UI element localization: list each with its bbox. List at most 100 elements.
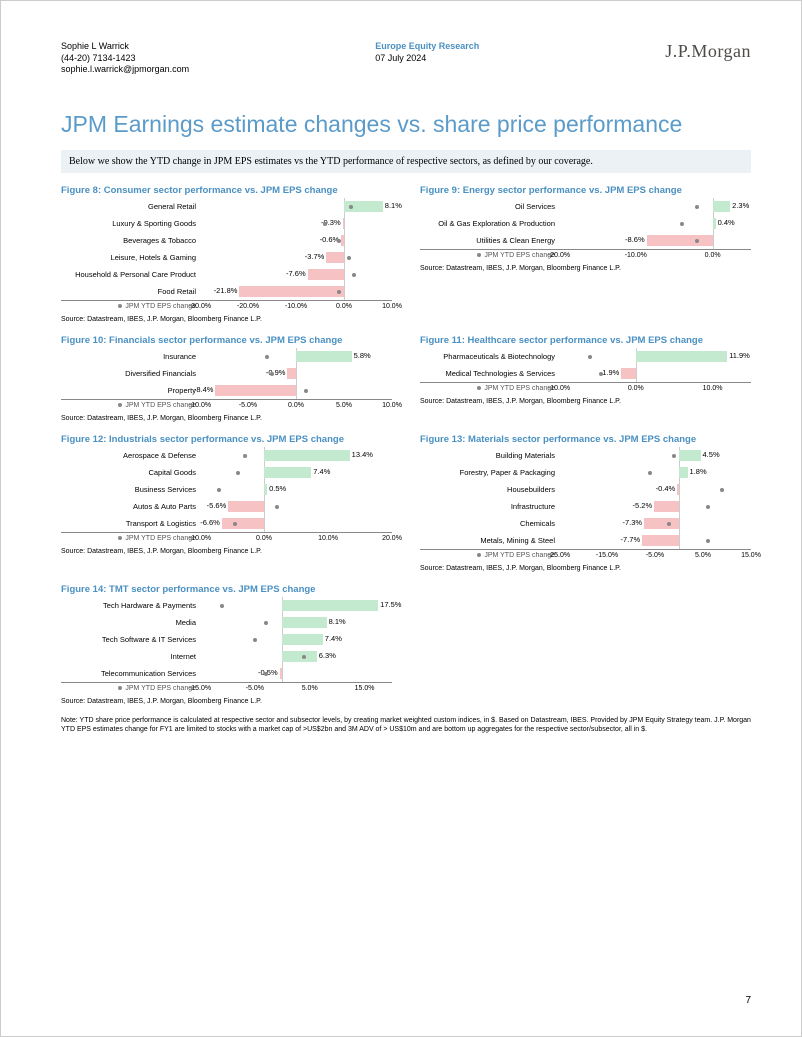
axis-tick: -15.0%	[596, 552, 618, 559]
bar	[308, 269, 344, 280]
eps-dot	[680, 222, 684, 226]
legend: JPM YTD EPS change	[61, 402, 200, 414]
chart-source: Source: Datastream, IBES, J.P. Morgan, B…	[420, 265, 751, 272]
axis-tick: 0.0%	[288, 402, 304, 409]
axis-tick: -10.0%	[625, 252, 647, 259]
eps-dot	[352, 273, 356, 277]
chart-fig13: Figure 13: Materials sector performance …	[420, 434, 751, 580]
bar-label: Capital Goods	[61, 468, 200, 477]
chart-fig9: Figure 9: Energy sector performance vs. …	[420, 185, 751, 331]
axis-row: JPM YTD EPS change-15.0%-5.0%5.0%15.0%	[61, 685, 392, 697]
bar-canvas: 1.8%	[559, 464, 751, 481]
legend: JPM YTD EPS change	[61, 685, 200, 697]
bar-label: Internet	[61, 652, 200, 661]
chart-area: Aerospace & Defense 13.4% Capital Goods 7.4…	[61, 447, 392, 533]
eps-dot	[588, 355, 592, 359]
bar	[343, 218, 344, 229]
eps-dot	[695, 205, 699, 209]
bar	[264, 450, 350, 461]
bar-canvas: 7.4%	[200, 631, 392, 648]
bar-label: Aerospace & Defense	[61, 451, 200, 460]
axis-tick: -20.0%	[548, 252, 570, 259]
eps-dot	[236, 471, 240, 475]
bar-value: -8.4%	[194, 385, 214, 394]
chart-title: Figure 11: Healthcare sector performance…	[420, 335, 751, 346]
bar-label: Housebuilders	[420, 485, 559, 494]
bar-value: 8.1%	[329, 617, 346, 626]
bar-canvas: 8.1%	[200, 198, 392, 215]
bar	[228, 501, 264, 512]
legend: JPM YTD EPS change	[61, 535, 200, 547]
axis-row: JPM YTD EPS change-25.0%-15.0%-5.0%5.0%1…	[420, 552, 751, 564]
logo: J.P.Morgan	[665, 41, 751, 76]
bar	[280, 668, 283, 679]
bar	[677, 484, 679, 495]
bar-row: Tech Software & IT Services7.4%	[61, 631, 392, 648]
header: Sophie L Warrick (44-20) 7134-1423 sophi…	[61, 41, 751, 76]
axis-tick: -15.0%	[189, 685, 211, 692]
eps-dot	[275, 505, 279, 509]
bar-label: Transport & Logistics	[61, 519, 200, 528]
bar-label: Metals, Mining & Steel	[420, 536, 559, 545]
bar-label: Tech Hardware & Payments	[61, 601, 200, 610]
bar-row: Leisure, Hotels & Gaming-3.7%	[61, 249, 392, 266]
chart-title: Figure 12: Industrials sector performanc…	[61, 434, 392, 445]
chart-fig11: Figure 11: Healthcare sector performance…	[420, 335, 751, 430]
bar-canvas: -0.9%	[200, 365, 392, 382]
bar-value: 13.4%	[352, 450, 373, 459]
axis-tick: 0.0%	[705, 252, 721, 259]
eps-dot	[233, 522, 237, 526]
bar-label: Insurance	[61, 352, 200, 361]
eps-dot	[599, 372, 603, 376]
bar-canvas: -0.5%	[200, 665, 392, 682]
bar-canvas: -0.3%	[200, 215, 392, 232]
bar	[264, 467, 311, 478]
eps-dot	[323, 222, 327, 226]
footnote: Note: YTD share price performance is cal…	[61, 717, 751, 735]
bar-canvas: -8.4%	[200, 382, 392, 399]
eps-dot	[337, 239, 341, 243]
chart-area: Oil Services2.3%Oil & Gas Exploration & …	[420, 198, 751, 250]
bar-value: -7.3%	[622, 518, 642, 527]
chart-source: Source: Datastream, IBES, J.P. Morgan, B…	[61, 698, 392, 705]
axis-row: JPM YTD EPS change-20.0%-10.0%0.0%	[420, 252, 751, 264]
bar-canvas: -0.6%	[200, 232, 392, 249]
bar	[296, 351, 352, 362]
bar-value: 1.8%	[690, 467, 707, 476]
chart-fig10: Figure 10: Financials sector performance…	[61, 335, 392, 430]
bar-label: Property	[61, 386, 200, 395]
bar	[621, 368, 636, 379]
page-title: JPM Earnings estimate changes vs. share …	[61, 111, 751, 138]
bar-value: 7.4%	[313, 467, 330, 476]
legend: JPM YTD EPS change	[420, 385, 559, 397]
legend: JPM YTD EPS change	[61, 303, 200, 315]
eps-dot	[648, 471, 652, 475]
axis-tick: 5.0%	[336, 402, 352, 409]
bar-label: Building Materials	[420, 451, 559, 460]
chart-area: Insurance5.8%Diversified Financials-0.9%…	[61, 348, 392, 400]
eps-dot	[706, 505, 710, 509]
axis-tick: 10.0%	[382, 303, 402, 310]
bar-value: 8.1%	[385, 201, 402, 210]
bar-label: Tech Software & IT Services	[61, 635, 200, 644]
bar-canvas: -7.7%	[559, 532, 751, 549]
axis-tick: 20.0%	[382, 535, 402, 542]
bar-label: Infrastructure	[420, 502, 559, 511]
bar-row: Chemicals-7.3%	[420, 515, 751, 532]
axis-tick: -5.0%	[646, 552, 664, 559]
bar-value: -5.2%	[633, 501, 653, 510]
bar	[239, 286, 344, 297]
axis-canvas: -25.0%-15.0%-5.0%5.0%15.0%	[559, 552, 751, 564]
intro-bar: Below we show the YTD change in JPM EPS …	[61, 150, 751, 173]
bar-row: Medical Technologies & Services-1.9%	[420, 365, 751, 382]
chart-fig8: Figure 8: Consumer sector performance vs…	[61, 185, 392, 331]
axis-tick: -5.0%	[246, 685, 264, 692]
bar-value: -0.9%	[266, 368, 286, 377]
axis-tick: -10.0%	[548, 385, 570, 392]
chart-title: Figure 14: TMT sector performance vs. JP…	[61, 584, 392, 595]
bar-label: Telecommunication Services	[61, 669, 200, 678]
bar-row: Telecommunication Services-0.5%	[61, 665, 392, 682]
page: Sophie L Warrick (44-20) 7134-1423 sophi…	[0, 0, 802, 1037]
bar	[713, 218, 716, 229]
chart-source: Source: Datastream, IBES, J.P. Morgan, B…	[61, 316, 392, 323]
